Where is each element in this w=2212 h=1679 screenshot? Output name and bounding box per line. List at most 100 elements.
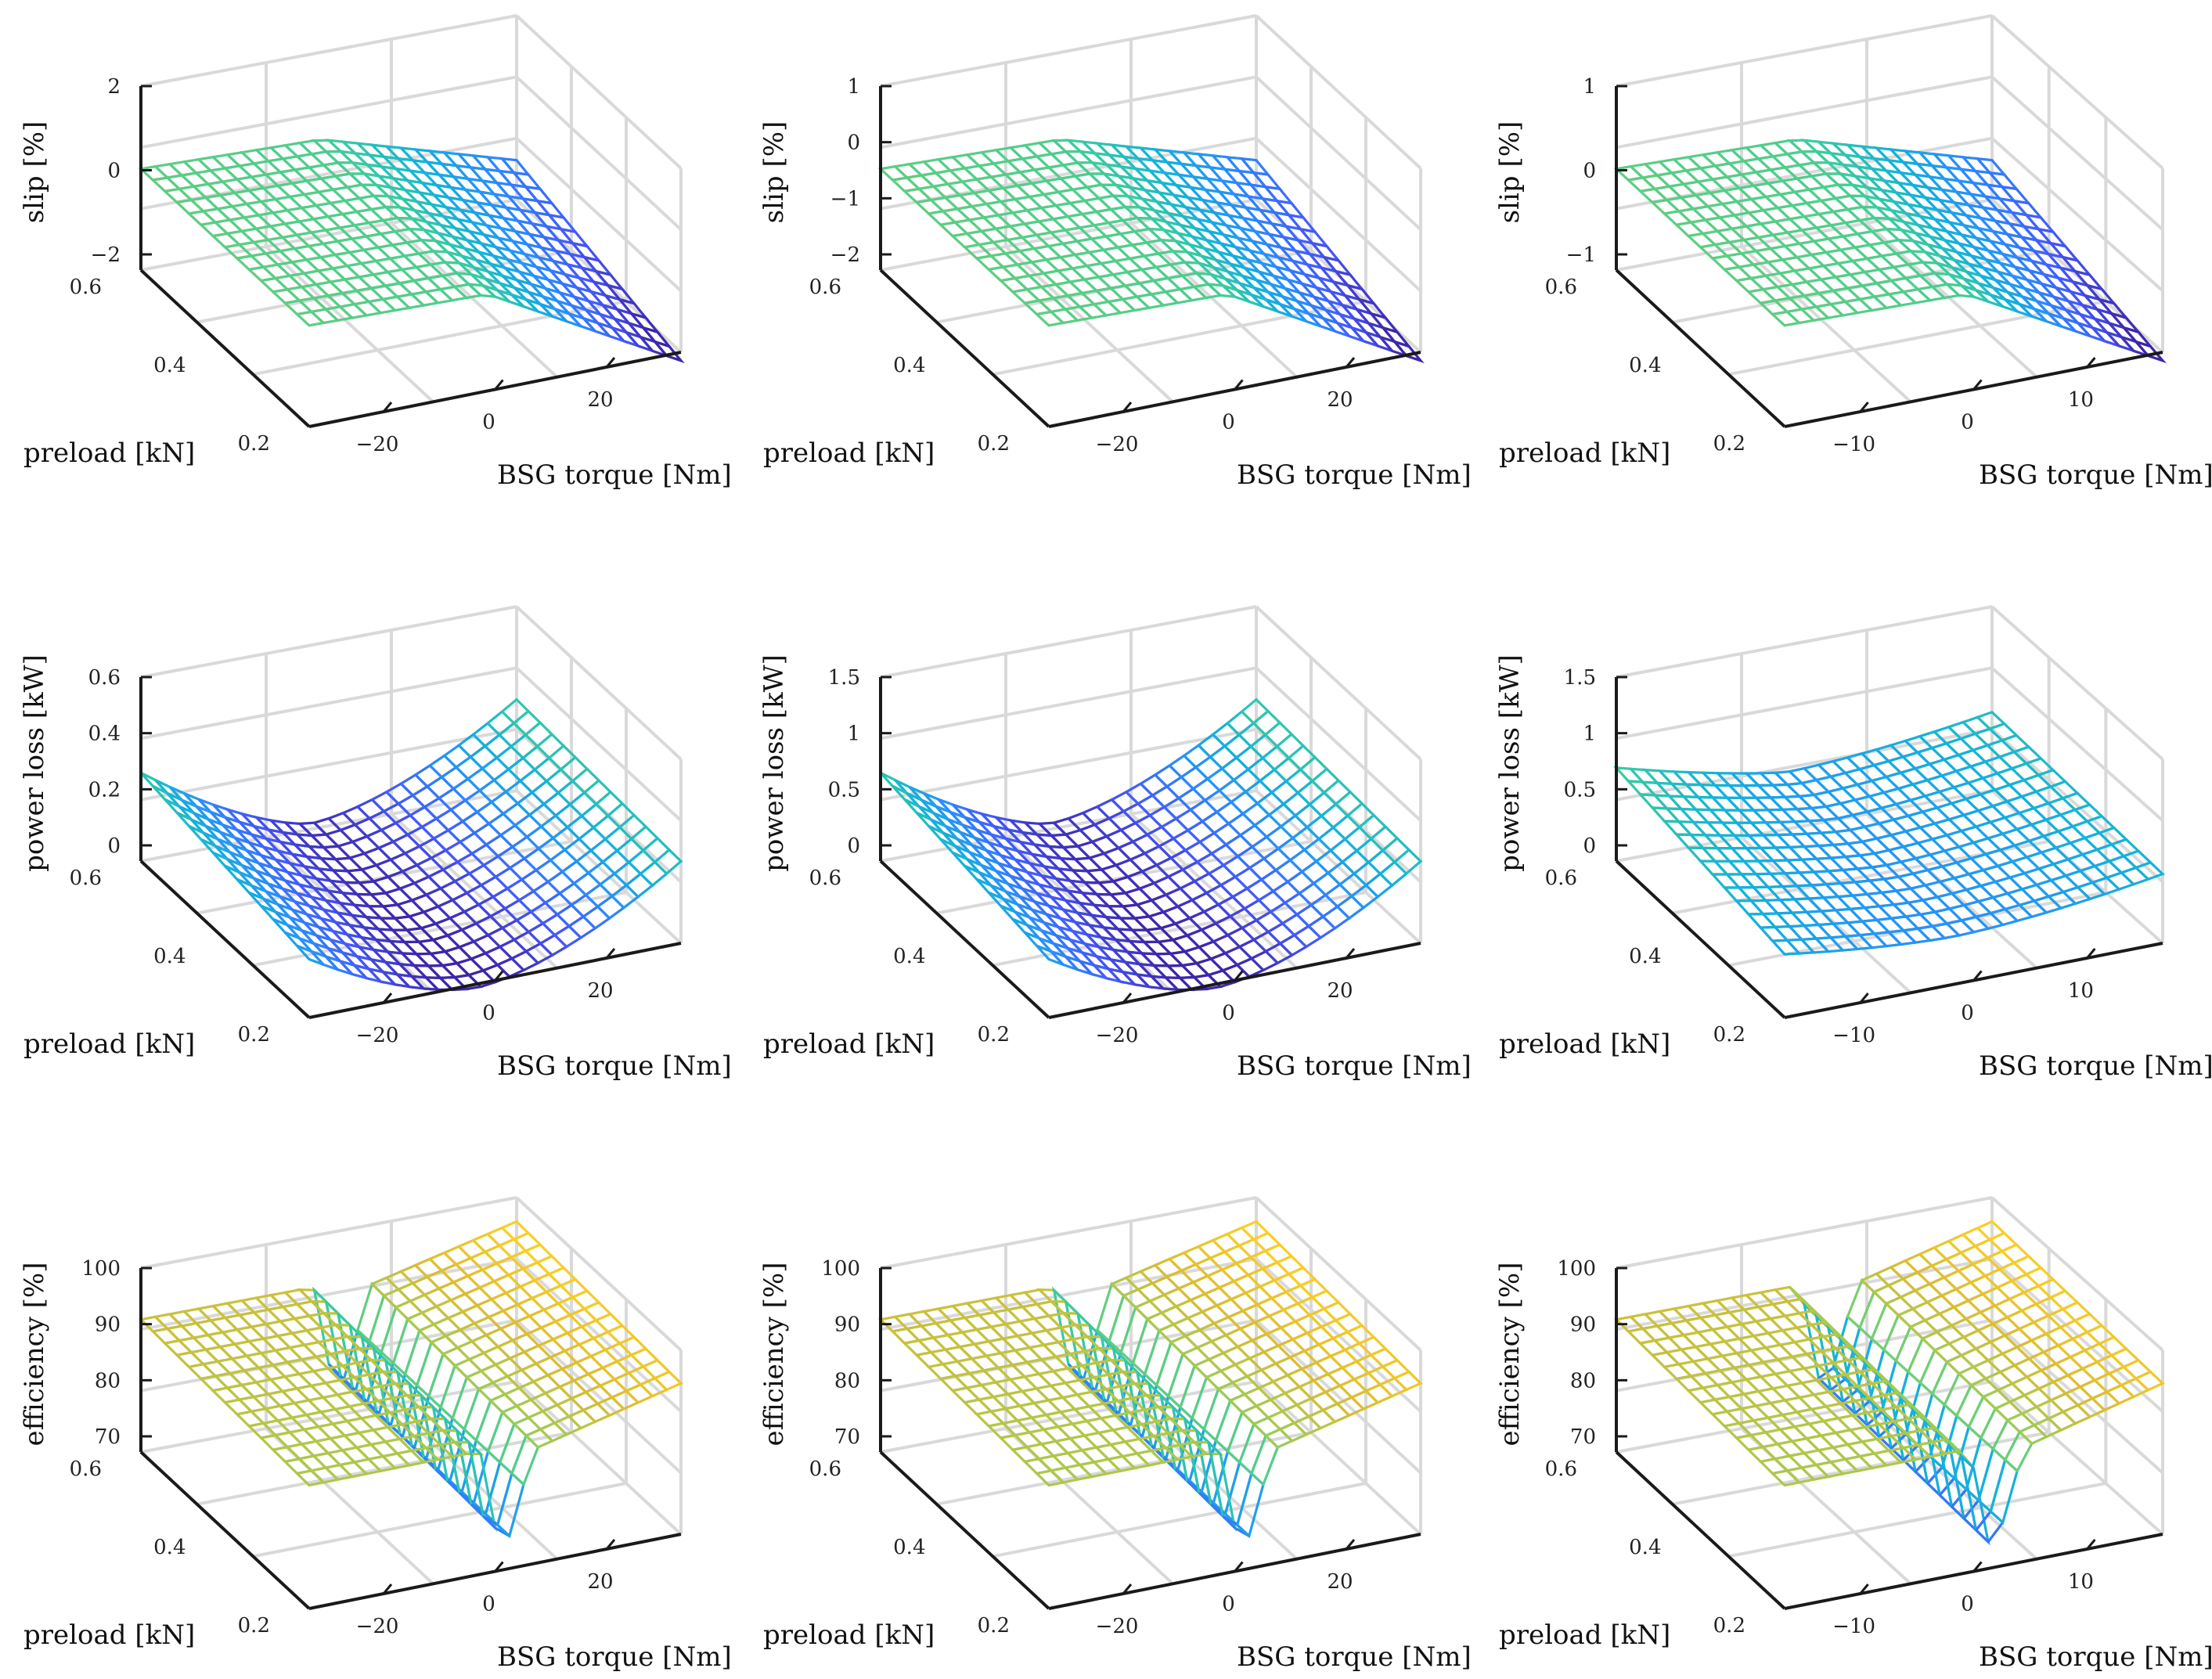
z-tick-label: 0.5 [828, 778, 860, 802]
y-tick-label: 0.4 [1629, 1536, 1661, 1559]
x-tick-label: −20 [356, 1024, 399, 1047]
x-tick-label: −20 [1096, 1024, 1139, 1047]
y-tick-label: 0.6 [1545, 276, 1577, 299]
x-tick-label: 0 [482, 1593, 495, 1616]
y-axis-label: preload [kN] [763, 438, 935, 469]
y-tick-label: 0.2 [1713, 1614, 1745, 1638]
y-tick-label: 0.2 [238, 1023, 270, 1047]
y-tick-label: 0.4 [893, 945, 925, 968]
z-tick-label: 1.5 [1564, 666, 1596, 690]
y-tick-label: 0.2 [978, 1023, 1010, 1047]
y-axis-label: preload [kN] [23, 1620, 195, 1651]
y-axis-label: preload [kN] [1499, 1029, 1670, 1060]
x-tick-label: 20 [1327, 388, 1353, 412]
y-tick-label: 0.4 [893, 1536, 925, 1559]
surface-mesh [138, 1220, 683, 1539]
z-tick-label: 0.2 [88, 778, 121, 802]
z-tick-label: 80 [1570, 1369, 1596, 1393]
z-tick-label: 0.4 [88, 722, 121, 746]
x-axis-label: BSG torque [Nm] [497, 1050, 732, 1082]
y-tick-label: 0.2 [1713, 1023, 1745, 1047]
y-tick-label: 0.4 [153, 945, 186, 968]
y-axis-label: preload [kN] [1499, 438, 1670, 469]
y-axis-label: preload [kN] [763, 1029, 935, 1060]
z-tick-label: 1 [847, 722, 860, 746]
y-tick-label: 0.2 [238, 432, 270, 456]
z-tick-label: 80 [95, 1369, 121, 1393]
z-tick-label: 0.5 [1564, 778, 1596, 802]
axes: 70 80 90 100 0.2 0.4 0.6 −10 0 10 [1545, 1257, 2163, 1638]
x-axis-label: BSG torque [Nm] [1979, 1050, 2212, 1082]
y-axis-label: preload [kN] [23, 438, 195, 469]
y-tick-label: 0.6 [809, 867, 841, 890]
z-tick-label: −1 [830, 187, 860, 211]
panel-power-2: 0 0.5 1 1.5 0.2 0.4 0.6 −20 0 20 power loss [kW] pr… [758, 605, 1472, 1082]
z-axis-label: slip [%] [19, 121, 50, 224]
z-tick-label: 70 [95, 1425, 121, 1449]
y-tick-label: 0.4 [1629, 945, 1661, 968]
x-axis-label: BSG torque [Nm] [1237, 1050, 1472, 1082]
x-tick-label: 0 [482, 411, 495, 434]
y-tick-label: 0.6 [1545, 867, 1577, 890]
surface-mesh [1613, 1220, 2165, 1546]
axes: −2 −1 0 1 0.2 0.4 0.6 −20 0 20 [809, 75, 1421, 456]
y-tick-label: 0.4 [153, 1536, 186, 1559]
x-tick-label: 10 [2068, 979, 2094, 1003]
x-axis-label: BSG torque [Nm] [1237, 1641, 1472, 1673]
axes: 70 80 90 100 0.2 0.4 0.6 −20 0 20 [809, 1257, 1421, 1638]
z-tick-label: 0 [107, 834, 121, 858]
z-tick-label: 90 [1570, 1313, 1596, 1337]
surface-mesh [1613, 710, 2165, 956]
z-tick-label: 100 [81, 1257, 121, 1281]
x-axis-label: BSG torque [Nm] [497, 459, 732, 491]
z-axis-label: power loss [kW] [1494, 654, 1526, 872]
x-tick-label: −10 [1832, 1615, 1875, 1638]
surface-mesh [139, 697, 683, 992]
x-tick-label: 0 [1961, 1002, 1974, 1025]
axes: 70 80 90 100 0.2 0.4 0.6 −20 0 20 [70, 1257, 682, 1638]
z-tick-label: −2 [830, 243, 860, 267]
y-tick-label: 0.6 [70, 867, 102, 890]
z-tick-label: 0 [847, 132, 860, 155]
panel-power-3: 0 0.5 1 1.5 0.2 0.4 0.6 −10 0 10 power loss [kW] pr… [1494, 605, 2212, 1082]
x-tick-label: −10 [1832, 1024, 1875, 1047]
y-tick-label: 0.4 [1629, 354, 1661, 377]
x-tick-label: −20 [1096, 1615, 1139, 1638]
x-axis-label: BSG torque [Nm] [1237, 459, 1472, 491]
y-tick-label: 0.2 [978, 1614, 1010, 1638]
x-axis-label: BSG torque [Nm] [1979, 459, 2212, 491]
z-axis-label: efficiency [%] [19, 1263, 50, 1447]
z-tick-label: 90 [95, 1313, 121, 1337]
y-tick-label: 0.4 [153, 354, 186, 377]
x-tick-label: −20 [356, 1615, 399, 1638]
x-tick-label: 10 [2068, 1570, 2094, 1594]
z-tick-label: 1 [1583, 75, 1596, 99]
x-tick-label: 0 [482, 1002, 495, 1025]
y-tick-label: 0.2 [1713, 432, 1745, 456]
z-axis-label: efficiency [%] [1494, 1263, 1526, 1447]
z-axis-label: efficiency [%] [758, 1263, 790, 1447]
axes: 0 0.5 1 1.5 0.2 0.4 0.6 −20 0 20 [809, 666, 1421, 1047]
surface-mesh [877, 139, 1425, 364]
y-axis-label: preload [kN] [23, 1029, 195, 1060]
x-axis-label: BSG torque [Nm] [1979, 1641, 2212, 1673]
z-tick-label: 100 [821, 1257, 860, 1281]
y-tick-label: 0.6 [70, 276, 102, 299]
z-axis-label: power loss [kW] [758, 654, 790, 872]
z-axis-label: slip [%] [1494, 121, 1526, 224]
x-axis-label: BSG torque [Nm] [497, 1641, 732, 1673]
y-tick-label: 0.2 [978, 432, 1010, 456]
x-tick-label: 0 [1961, 411, 1974, 434]
x-tick-label: 10 [2068, 388, 2094, 412]
x-tick-label: 0 [1222, 411, 1235, 434]
axes: 0 0.5 1 1.5 0.2 0.4 0.6 −10 0 10 [1545, 666, 2163, 1047]
z-tick-label: 100 [1557, 1257, 1596, 1281]
y-axis-label: preload [kN] [1499, 1620, 1670, 1651]
y-tick-label: 0.6 [70, 1457, 102, 1481]
z-tick-label: 0 [1583, 834, 1596, 858]
x-tick-label: 20 [587, 1570, 613, 1594]
